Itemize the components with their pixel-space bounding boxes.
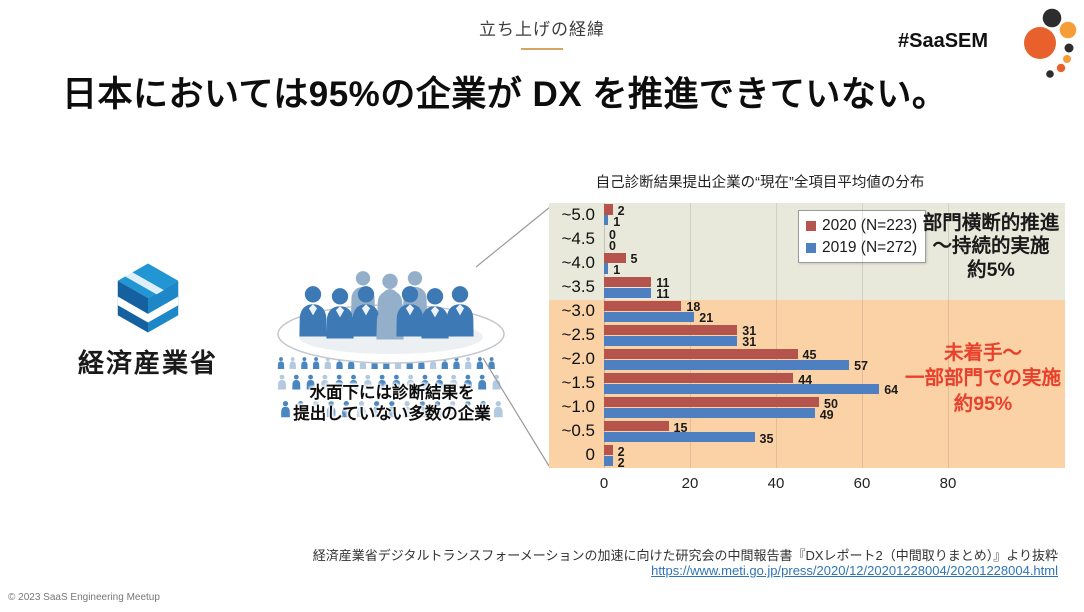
bar-2020 bbox=[604, 276, 652, 287]
bar-value-label: 18 bbox=[686, 300, 701, 315]
iceberg-illustration bbox=[277, 271, 505, 418]
bar-2020 bbox=[604, 445, 613, 456]
saasem-logo-icon bbox=[1024, 8, 1077, 78]
bar-value-label: 1 bbox=[613, 262, 621, 277]
y-axis-line bbox=[604, 203, 605, 468]
illustration-caption: 水面下には診断結果を 提出していない多数の企業 bbox=[293, 384, 491, 423]
category-label: ~2.0 bbox=[561, 349, 595, 369]
bar-2020 bbox=[604, 373, 794, 384]
bar-2019 bbox=[604, 287, 652, 298]
hashtag-label: #SaaSEM bbox=[898, 30, 989, 52]
legend-item: 2019 (N=272) bbox=[806, 237, 917, 259]
underwater-person-icon bbox=[301, 357, 308, 369]
meti-logo-icon bbox=[117, 263, 179, 333]
legend-label: 2020 (N=223) bbox=[822, 217, 918, 234]
bar-2019 bbox=[604, 215, 609, 226]
x-axis: 0 20 40 60 80 bbox=[549, 475, 1065, 495]
gridline bbox=[690, 203, 691, 468]
chart-title: 自己診断結果提出企業の“現在”全項目平均値の分布 bbox=[595, 175, 925, 191]
category-label: ~5.0 bbox=[561, 204, 595, 224]
copyright: © 2023 SaaS Engineering Meetup bbox=[8, 592, 160, 603]
legend-label: 2019 (N=272) bbox=[822, 238, 918, 256]
bar-2019 bbox=[604, 432, 755, 443]
annotation-lower: 未着手～ 一部部門での実施 約95% bbox=[904, 342, 1061, 415]
bar-value-label: 2 bbox=[617, 455, 625, 470]
legend-swatch bbox=[806, 220, 816, 231]
bar-2020 bbox=[604, 300, 682, 311]
section-label: 立ち上げの経緯 bbox=[479, 20, 605, 39]
meti-logo-block: 経済産業省 bbox=[58, 262, 238, 380]
meti-name: 経済産業省 bbox=[77, 348, 218, 378]
category-label: ~4.5 bbox=[561, 228, 595, 248]
bar-value-label: 5 bbox=[630, 252, 638, 267]
category-label: ~2.5 bbox=[561, 324, 595, 344]
x-tick: 60 bbox=[853, 475, 871, 492]
chart-legend: 2020 (N=223) 2019 (N=272) bbox=[798, 210, 927, 264]
bar-value-label: 0 bbox=[609, 238, 616, 253]
x-tick: 40 bbox=[767, 475, 785, 492]
bar-value-label: 11 bbox=[656, 276, 670, 291]
bar-2019 bbox=[604, 456, 613, 467]
underwater-person-icon bbox=[289, 357, 296, 369]
bar-value-label: 21 bbox=[699, 311, 714, 326]
bar-2020 bbox=[604, 252, 626, 263]
category-label: ~1.0 bbox=[561, 397, 595, 417]
slide-title: 日本においては95%の企業が DX を推進できていない。 bbox=[62, 75, 948, 114]
bar-2019 bbox=[604, 335, 738, 346]
bar-chart: 2020 (N=223) 2019 (N=272) 部門横断的推進 ～持続的実施 … bbox=[549, 203, 1065, 470]
bar-value-label: 35 bbox=[759, 431, 774, 446]
category-label: 0 bbox=[585, 445, 595, 465]
source-citation: 経済産業省デジタルトランスフォーメーションの加速に向けた研究会の中間報告書『DX… bbox=[312, 548, 1058, 563]
category-label: ~4.0 bbox=[561, 252, 595, 272]
bar-value-label: 0 bbox=[609, 227, 616, 242]
gridline bbox=[776, 203, 777, 468]
bar-value-label: 50 bbox=[824, 396, 838, 411]
bar-2020 bbox=[604, 397, 819, 408]
bar-value-label: 57 bbox=[854, 359, 868, 374]
annotation-upper: 部門横断的推進 ～持続的実施 約5% bbox=[922, 212, 1060, 281]
bar-2019 bbox=[604, 311, 695, 322]
bar-value-label: 64 bbox=[884, 383, 899, 398]
bar-value-label: 45 bbox=[802, 348, 817, 363]
category-label: ~1.5 bbox=[561, 373, 595, 393]
bar-2019 bbox=[604, 383, 880, 395]
bar-value-label: 2 bbox=[617, 444, 625, 459]
gridline bbox=[948, 203, 949, 468]
legend-item: 2020 (N=223) bbox=[806, 215, 917, 237]
section-underline bbox=[521, 48, 563, 50]
bar-value-label: 15 bbox=[673, 420, 688, 435]
bar-value-label: 1 bbox=[613, 214, 621, 229]
x-tick: 80 bbox=[939, 475, 957, 492]
callout-lines bbox=[475, 206, 551, 467]
x-tick: 0 bbox=[599, 475, 609, 492]
bar-2020 bbox=[604, 348, 798, 360]
bar-2019 bbox=[604, 408, 815, 419]
bar-value-label: 44 bbox=[798, 372, 813, 387]
bar-value-label: 49 bbox=[819, 407, 834, 422]
legend-swatch bbox=[806, 242, 816, 253]
source-link[interactable]: https://www.meti.go.jp/press/2020/12/202… bbox=[651, 563, 1058, 578]
underwater-person-icon bbox=[277, 357, 285, 369]
category-label: ~3.0 bbox=[561, 300, 595, 320]
gridline bbox=[862, 203, 863, 468]
underwater-person-icon bbox=[312, 357, 320, 369]
bar-value-label: 11 bbox=[656, 287, 670, 302]
bar-value-label: 31 bbox=[742, 335, 757, 350]
bar-2019 bbox=[604, 263, 609, 274]
bar-2020 bbox=[604, 204, 613, 215]
bar-value-label: 31 bbox=[742, 324, 757, 339]
category-label: ~3.5 bbox=[561, 276, 595, 296]
bar-2020 bbox=[604, 421, 669, 432]
bar-2019 bbox=[604, 359, 850, 371]
x-tick: 20 bbox=[681, 475, 699, 492]
category-label: ~0.5 bbox=[561, 421, 595, 441]
bar-value-label: 2 bbox=[617, 203, 625, 218]
bar-2020 bbox=[604, 324, 738, 336]
